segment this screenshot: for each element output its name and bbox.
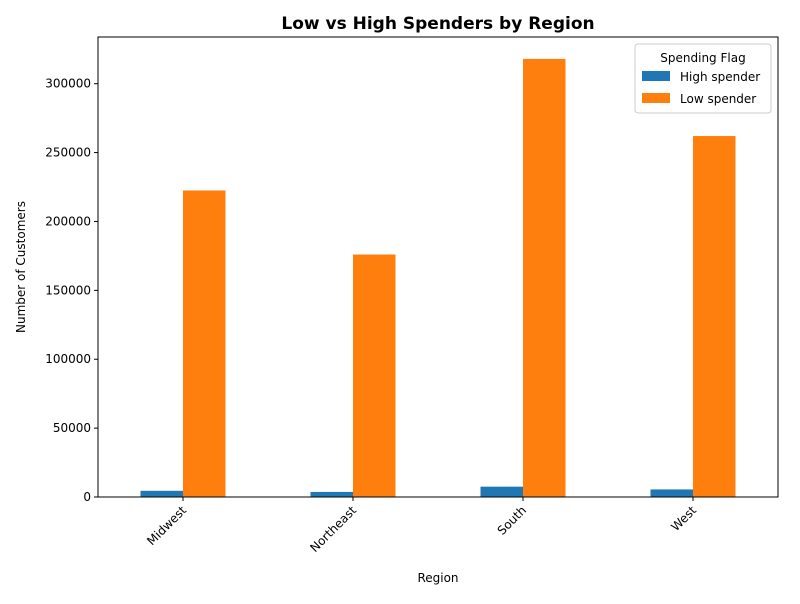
y-axis-label: Number of Customers <box>14 201 28 333</box>
bar-low-spender-northeast <box>353 254 396 497</box>
y-tick-label: 200000 <box>45 214 91 228</box>
bar-high-spender-midwest <box>140 490 183 497</box>
bar-low-spender-midwest <box>183 190 226 497</box>
bar-low-spender-west <box>693 136 736 498</box>
bar-high-spender-northeast <box>310 491 353 497</box>
y-tick-label: 0 <box>83 490 91 504</box>
legend-label: High spender <box>680 70 760 84</box>
bars-group <box>140 58 736 498</box>
legend-title: Spending Flag <box>660 51 745 65</box>
bar-high-spender-west <box>650 489 693 497</box>
y-tick-label: 100000 <box>45 352 91 366</box>
x-axis-label: Region <box>417 571 458 585</box>
legend-swatch <box>642 93 670 103</box>
plot-frame <box>97 36 779 498</box>
legend-entries: High spender Low spender <box>642 70 760 106</box>
chart-title: Low vs High Spenders by Region <box>281 14 594 34</box>
y-tick-label: 50000 <box>53 421 91 435</box>
y-ticks-group: 0 50000 100000 150000 200000 250000 300000 <box>45 77 98 504</box>
bar-low-spender-south <box>523 58 566 498</box>
legend: Spending Flag High spender Low spender <box>634 43 772 114</box>
y-tick-label: 300000 <box>45 77 91 91</box>
y-tick-label: 250000 <box>45 146 91 160</box>
legend-swatch <box>642 71 670 81</box>
bar-high-spender-south <box>480 486 523 497</box>
y-tick-label: 150000 <box>45 283 91 297</box>
legend-label: Low spender <box>680 92 756 106</box>
